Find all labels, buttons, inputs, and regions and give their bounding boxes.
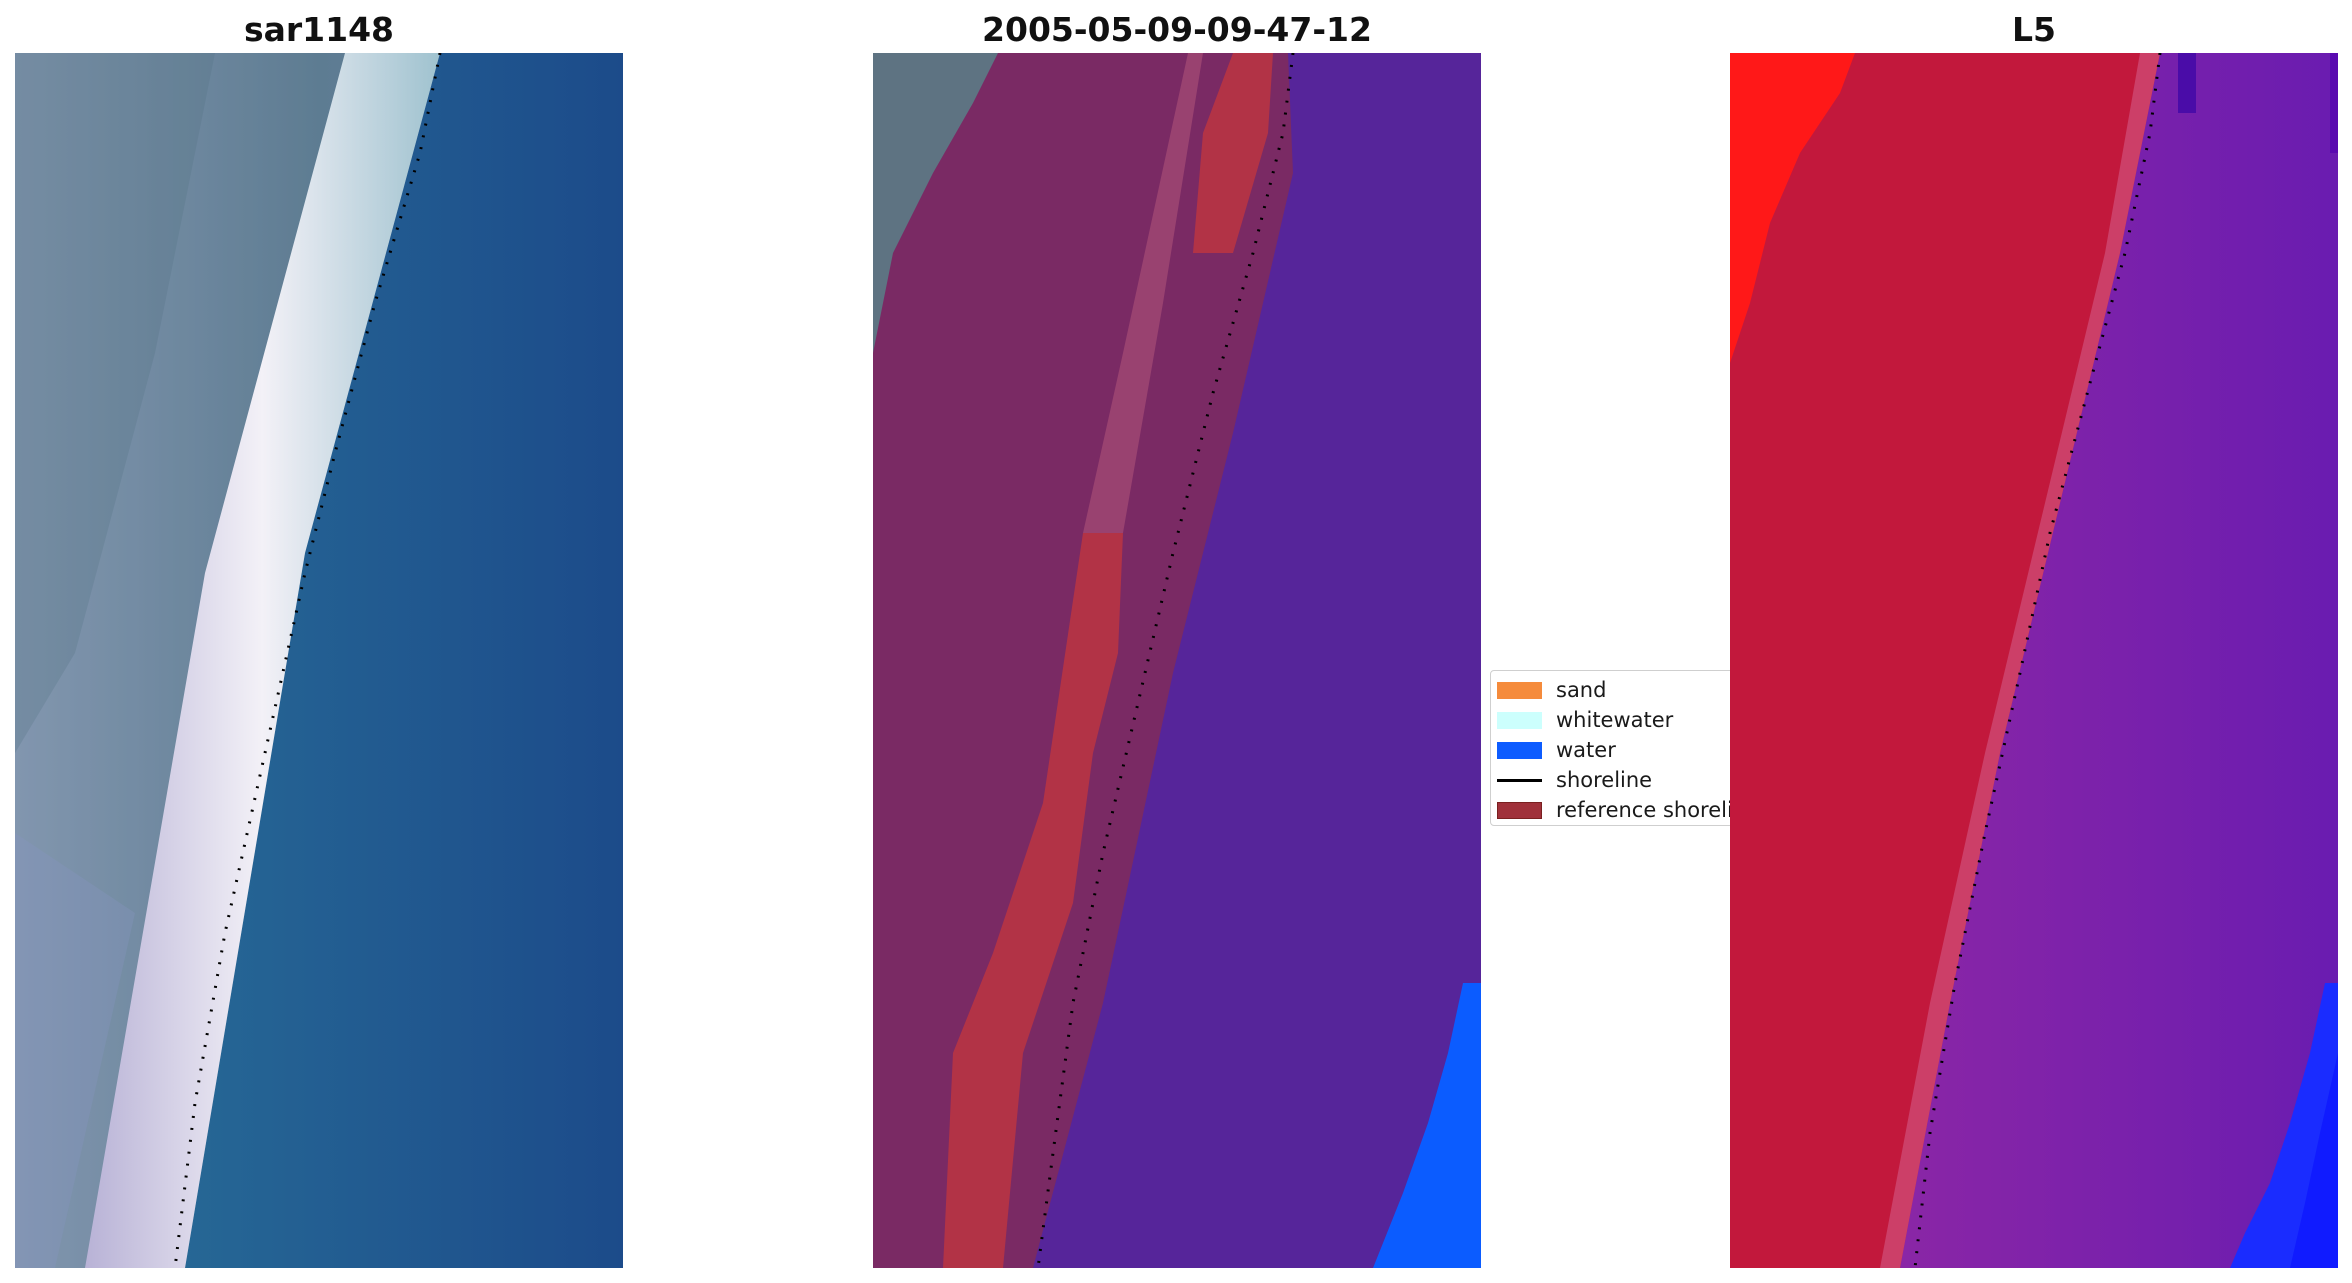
legend-label-water: water (1556, 738, 1616, 762)
shoreline-line (1913, 53, 2162, 1268)
panel-title-index: L5 (2012, 10, 2056, 49)
sand-region (873, 53, 998, 353)
legend-label-reference-shoreline: reference shoreline (1556, 798, 1740, 822)
panel-title-satellite: sar1148 (243, 10, 395, 49)
index-image-panel (1730, 53, 2338, 1268)
legend-swatch-sand (1497, 682, 1542, 699)
water-region (1900, 53, 2338, 1268)
bright-water-region (1373, 983, 1481, 1268)
legend-line-shoreline (1497, 779, 1542, 782)
classified-image (873, 53, 1481, 1268)
legend-label-sand: sand (1556, 678, 1607, 702)
legend-label-shoreline: shoreline (1556, 768, 1653, 792)
reference-shoreline-region (1193, 53, 1273, 253)
shoreline-line (173, 53, 442, 1268)
legend-swatch-reference-shoreline (1497, 802, 1542, 819)
panel-title-date: 2005-05-09-09-47-12 (982, 10, 1372, 49)
satellite-image (15, 53, 623, 1268)
legend-swatch-water (1497, 742, 1542, 759)
water-region (1033, 53, 1481, 1268)
index-image (1730, 53, 2338, 1268)
satellite-image-panel (15, 53, 623, 1268)
legend-label-whitewater: whitewater (1556, 708, 1674, 732)
legend-swatch-whitewater (1497, 712, 1542, 729)
legend: sand whitewater water shoreline referenc… (1490, 670, 1740, 826)
bright-land-region (1730, 53, 1855, 363)
classified-image-panel (873, 53, 1481, 1268)
